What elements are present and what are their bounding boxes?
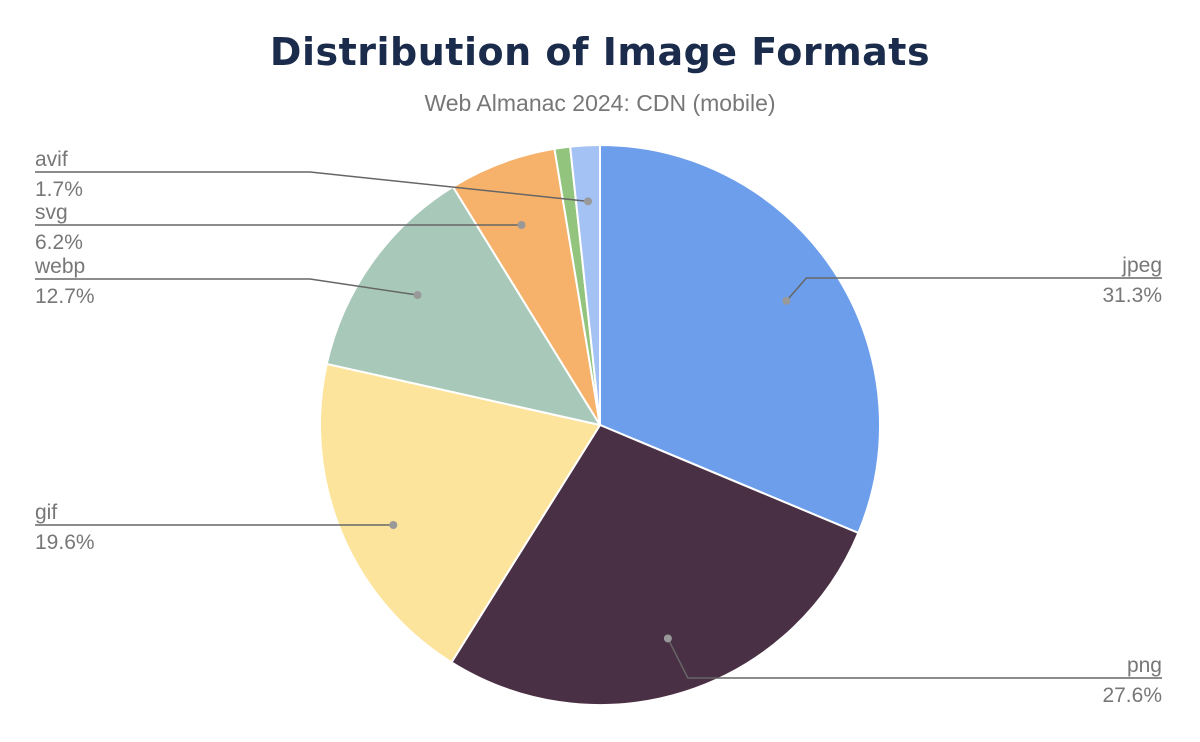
leader-line-png bbox=[667, 638, 1162, 679]
chart-subtitle: Web Almanac 2024: CDN (mobile) bbox=[424, 90, 776, 116]
leader-dot-jpeg bbox=[782, 296, 791, 305]
slice-value-svg: 6.2% bbox=[35, 231, 83, 254]
slice-value-png: 27.6% bbox=[1102, 684, 1162, 707]
slice-label-png: png bbox=[1127, 654, 1162, 677]
slice-label-webp: webp bbox=[34, 255, 85, 278]
leader-dot-svg bbox=[517, 221, 526, 229]
pie-slice-jpeg bbox=[599, 143, 881, 535]
pie-slice-avif bbox=[569, 143, 601, 426]
chart-title: Distribution of Image Formats bbox=[269, 30, 931, 74]
leader-dot-gif bbox=[389, 521, 398, 529]
slice-label-avif: avif bbox=[35, 148, 68, 171]
slice-value-jpeg: 31.3% bbox=[1102, 284, 1162, 307]
pie-slice-webp bbox=[325, 185, 603, 427]
slice-value-gif: 19.6% bbox=[35, 531, 95, 554]
leader-dot-avif bbox=[584, 197, 593, 206]
pie-slice-png bbox=[450, 423, 860, 706]
slice-label-jpeg: jpeg bbox=[1121, 254, 1162, 277]
slice-label-gif: gif bbox=[35, 501, 57, 524]
pie-slice-gif bbox=[319, 362, 602, 664]
slice-label-svg: svg bbox=[35, 201, 68, 224]
leader-line-webp bbox=[35, 278, 418, 296]
slice-value-avif: 1.7% bbox=[35, 178, 83, 201]
slice-value-webp: 12.7% bbox=[35, 285, 95, 308]
leader-dot-webp bbox=[413, 291, 422, 300]
leader-line-jpeg bbox=[785, 277, 1162, 302]
leader-line-avif bbox=[35, 171, 589, 203]
leader-dot-png bbox=[663, 634, 672, 643]
